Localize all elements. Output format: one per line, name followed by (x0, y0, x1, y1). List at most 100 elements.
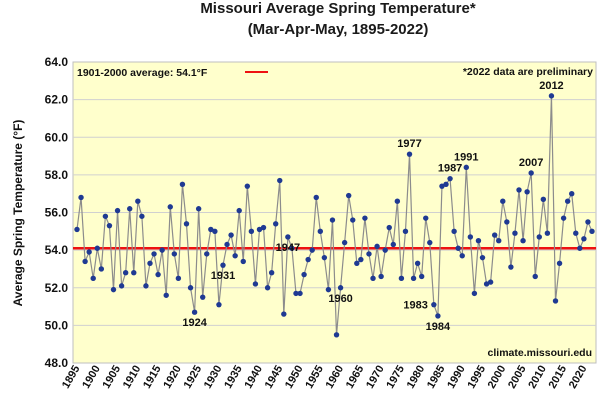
x-tick-label: 1905 (101, 364, 124, 391)
data-point (232, 253, 238, 259)
data-point (362, 215, 368, 221)
data-point (110, 286, 117, 293)
data-point (236, 207, 242, 214)
data-point (151, 251, 157, 257)
data-point (504, 219, 510, 225)
x-tick-label: 1910 (121, 364, 144, 391)
data-point (114, 207, 121, 214)
x-tick-label: 1915 (141, 364, 164, 391)
data-point (394, 198, 401, 204)
data-point (167, 204, 173, 210)
data-point (471, 290, 478, 297)
data-point (556, 260, 563, 266)
annotation-label: 1947 (276, 242, 300, 254)
annotation-label: 2012 (539, 80, 563, 92)
data-point (358, 256, 364, 263)
data-point (402, 228, 409, 235)
data-point (552, 298, 559, 304)
x-tick-label: 1940 (242, 364, 265, 391)
data-point (273, 221, 279, 227)
data-point (500, 198, 506, 204)
data-point (390, 241, 396, 248)
y-axis-label: Average Spring Temperature (°F) (11, 120, 25, 307)
data-point (139, 213, 145, 219)
x-tick-label: 1900 (80, 364, 103, 391)
data-point (463, 164, 469, 171)
annotation-label: 1983 (403, 300, 427, 312)
data-point (256, 226, 263, 233)
data-point (301, 271, 307, 278)
data-point (569, 190, 575, 197)
data-point (325, 286, 332, 293)
data-point (293, 290, 299, 297)
data-point (305, 256, 311, 263)
data-point (378, 273, 384, 280)
data-point (248, 228, 255, 235)
x-tick-label: 2010 (526, 364, 549, 391)
x-tick-label: 2020 (567, 364, 590, 391)
data-point (82, 258, 88, 265)
data-point (370, 275, 376, 282)
data-point (374, 243, 380, 250)
data-point (577, 245, 583, 251)
data-point (224, 241, 230, 248)
x-tick-label: 1930 (202, 364, 225, 391)
data-point (187, 285, 194, 291)
y-tick-label: 58.0 (45, 168, 69, 182)
data-point (244, 183, 251, 189)
data-point (581, 236, 587, 242)
data-point (410, 275, 417, 282)
data-point (171, 251, 178, 257)
y-tick-label: 48.0 (45, 356, 69, 370)
data-point (78, 194, 84, 201)
y-tick-label: 52.0 (45, 281, 69, 295)
data-point (341, 239, 348, 246)
data-point (337, 285, 344, 291)
annotation-label: 1931 (211, 270, 235, 282)
data-point (155, 271, 161, 278)
data-point (333, 332, 340, 338)
x-tick-label: 1945 (263, 364, 286, 391)
data-point (147, 260, 153, 266)
data-point (281, 311, 287, 317)
y-axis-ticks: 48.0 50.0 52.0 54.0 56.0 58.0 60.0 62.0 64.0 (45, 55, 69, 370)
data-point (277, 177, 283, 184)
data-point (483, 281, 490, 287)
data-point (455, 245, 461, 251)
y-tick-label: 64.0 (45, 55, 69, 69)
data-point (183, 221, 190, 227)
x-tick-label: 1925 (182, 364, 205, 391)
data-point (345, 192, 352, 199)
data-point (443, 181, 449, 187)
data-point (289, 245, 295, 251)
data-point (285, 234, 291, 240)
data-point (386, 224, 392, 231)
data-point (447, 175, 453, 182)
x-tick-label: 1955 (303, 364, 326, 391)
footnote: *2022 data are preliminary (463, 66, 593, 78)
x-tick-label: 1960 (324, 364, 347, 391)
x-tick-label: 1995 (465, 364, 488, 391)
annotation-label: 1960 (328, 293, 352, 305)
x-tick-label: 1950 (283, 364, 306, 391)
data-point (528, 170, 534, 176)
data-point (195, 206, 202, 212)
data-point (313, 194, 319, 201)
data-point (216, 301, 222, 308)
data-point (175, 275, 182, 282)
x-tick-label: 1990 (445, 364, 468, 391)
data-point (487, 279, 494, 285)
annotation-label: 2007 (519, 157, 543, 169)
data-point (179, 181, 186, 187)
chart-title: Missouri Average Spring Temperature* (200, 0, 476, 17)
data-point (102, 213, 109, 219)
x-tick-label: 2015 (547, 364, 570, 391)
data-point (268, 270, 275, 276)
series-line (76, 95, 593, 335)
x-tick-label: 1980 (405, 364, 428, 391)
data-point (86, 249, 92, 255)
data-point (200, 294, 206, 300)
data-point (135, 198, 141, 204)
